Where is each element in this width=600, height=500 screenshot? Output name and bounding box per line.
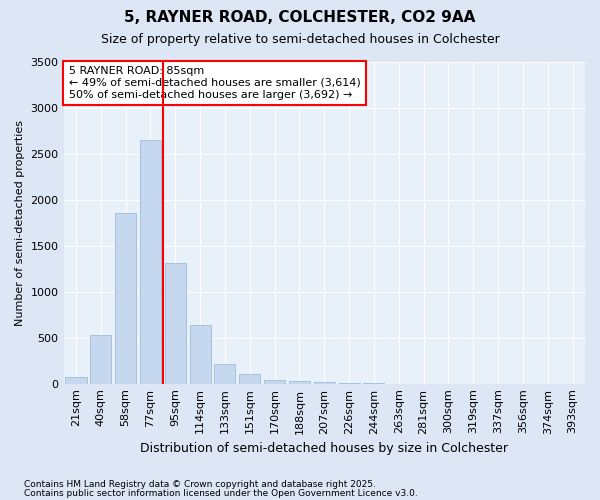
Bar [214, 364, 235, 384]
Bar [314, 382, 335, 384]
Text: Contains HM Land Registry data © Crown copyright and database right 2025.: Contains HM Land Registry data © Crown c… [24, 480, 376, 489]
Bar [190, 325, 211, 384]
Bar [90, 335, 112, 384]
Text: 5, RAYNER ROAD, COLCHESTER, CO2 9AA: 5, RAYNER ROAD, COLCHESTER, CO2 9AA [124, 10, 476, 25]
Bar [289, 382, 310, 384]
Bar [115, 214, 136, 384]
Text: Size of property relative to semi-detached houses in Colchester: Size of property relative to semi-detach… [101, 32, 499, 46]
X-axis label: Distribution of semi-detached houses by size in Colchester: Distribution of semi-detached houses by … [140, 442, 508, 455]
Bar [65, 377, 86, 384]
Bar [264, 380, 285, 384]
Bar [165, 263, 186, 384]
Y-axis label: Number of semi-detached properties: Number of semi-detached properties [15, 120, 25, 326]
Bar [239, 374, 260, 384]
Bar [338, 383, 359, 384]
Text: Contains public sector information licensed under the Open Government Licence v3: Contains public sector information licen… [24, 490, 418, 498]
Bar [140, 140, 161, 384]
Text: 5 RAYNER ROAD: 85sqm
← 49% of semi-detached houses are smaller (3,614)
50% of se: 5 RAYNER ROAD: 85sqm ← 49% of semi-detac… [69, 66, 361, 100]
